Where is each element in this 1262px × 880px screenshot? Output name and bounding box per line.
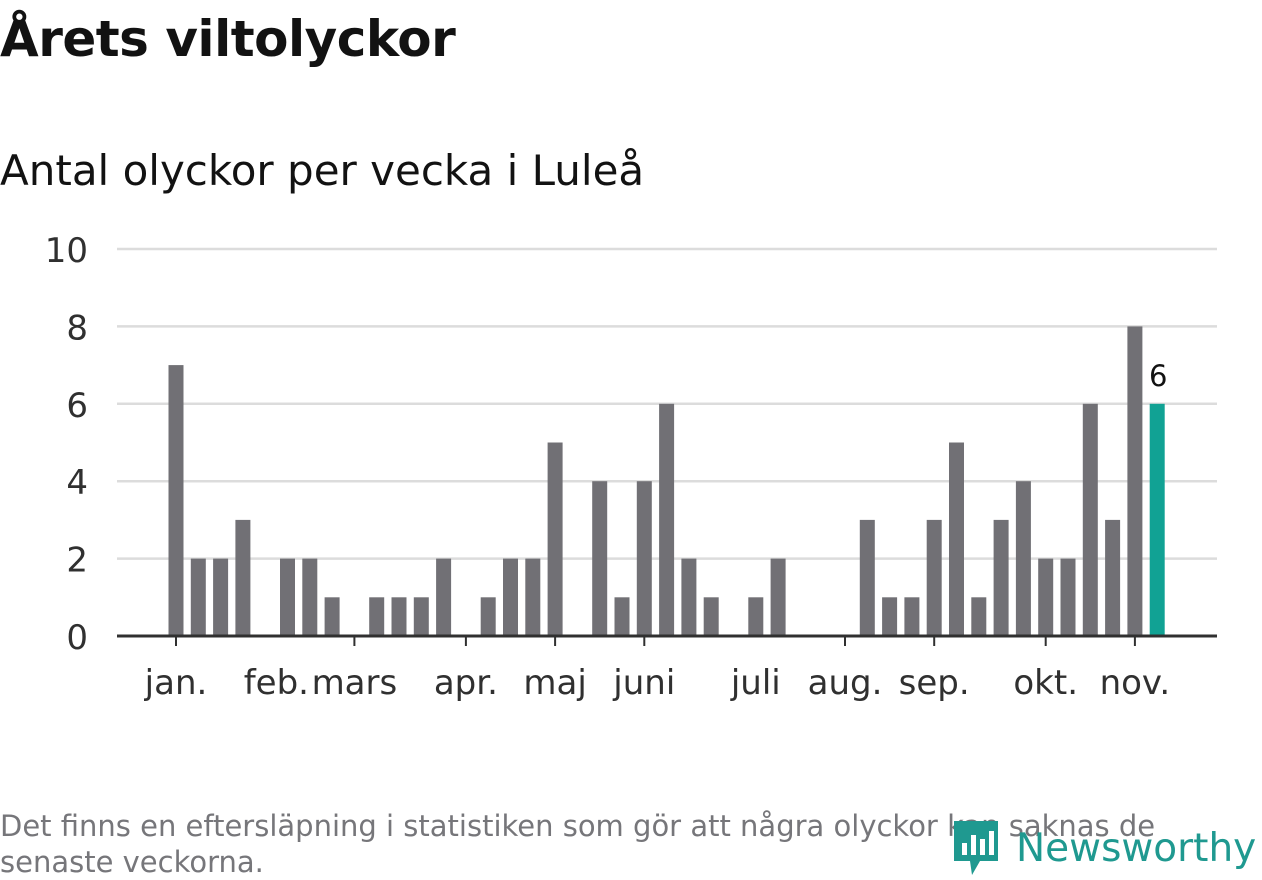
bar xyxy=(213,558,229,636)
bar xyxy=(503,558,518,636)
bar xyxy=(1105,519,1121,636)
bar xyxy=(659,403,675,636)
bar xyxy=(1060,558,1076,636)
bar xyxy=(949,442,964,636)
bar xyxy=(302,558,318,636)
bar xyxy=(592,481,608,636)
bar xyxy=(748,597,764,636)
x-tick-label: juli xyxy=(730,663,781,703)
x-tick-label: feb. xyxy=(244,663,309,703)
bar-highlight xyxy=(1149,403,1165,636)
x-tick-label: maj xyxy=(523,663,586,703)
newsworthy-logo-icon xyxy=(954,821,998,875)
bar xyxy=(1015,481,1031,636)
bar xyxy=(190,558,206,636)
bar xyxy=(525,558,541,636)
bar xyxy=(926,519,942,636)
x-tick-label: jan. xyxy=(144,663,208,703)
bar xyxy=(413,597,429,636)
bars xyxy=(168,326,1165,636)
x-tick-label: mars xyxy=(312,663,398,703)
bar xyxy=(882,597,898,636)
newsworthy-logo-text: Newsworthy xyxy=(1016,825,1257,871)
y-tick-label: 8 xyxy=(66,308,88,348)
x-tick-label: juni xyxy=(612,663,675,703)
y-tick-label: 10 xyxy=(45,231,88,271)
bar xyxy=(168,365,184,636)
bar xyxy=(770,558,786,636)
bar xyxy=(636,481,652,636)
bar xyxy=(235,519,251,636)
y-tick-label: 6 xyxy=(66,386,88,426)
bar xyxy=(681,558,697,636)
newsworthy-logo: Newsworthy xyxy=(950,816,1256,880)
data-labels: 6 xyxy=(1149,359,1167,393)
bar xyxy=(971,597,987,636)
bar xyxy=(1082,403,1098,636)
x-tick-label: nov. xyxy=(1100,663,1171,703)
footnote: Det finns en eftersläpning i statistiken… xyxy=(0,809,1156,879)
x-tick-label: okt. xyxy=(1013,663,1078,703)
bar xyxy=(904,597,920,636)
y-tick-label: 4 xyxy=(66,463,88,503)
bar xyxy=(436,558,452,636)
y-axis-ticks: 0 2 4 6 8 10 xyxy=(45,231,88,658)
x-tick-label: apr. xyxy=(434,663,498,703)
bar xyxy=(1038,558,1054,636)
y-tick-label: 0 xyxy=(66,618,88,658)
bar xyxy=(859,519,875,636)
bar xyxy=(1127,326,1143,636)
bar xyxy=(993,519,1009,636)
bar xyxy=(480,597,496,636)
x-axis-ticks: jan. feb. mars apr. maj juni juli aug. sep. okt. n… xyxy=(144,636,1171,703)
bar-chart: 0 2 4 6 8 10 jan. feb. mars apr. maj juni juli aug. s… xyxy=(45,231,1217,703)
bar xyxy=(614,597,630,636)
chart-title: Årets viltolyckor xyxy=(0,10,456,68)
bar xyxy=(391,597,407,636)
bar xyxy=(280,558,295,636)
bar xyxy=(369,597,385,636)
data-label-last-week: 6 xyxy=(1149,359,1167,393)
y-tick-label: 2 xyxy=(66,541,88,581)
bar xyxy=(703,597,719,636)
bar xyxy=(547,442,563,636)
x-tick-label: sep. xyxy=(899,663,970,703)
bar xyxy=(324,597,340,636)
x-tick-label: aug. xyxy=(808,663,883,703)
chart-subtitle: Antal olyckor per vecka i Luleå xyxy=(0,146,645,195)
